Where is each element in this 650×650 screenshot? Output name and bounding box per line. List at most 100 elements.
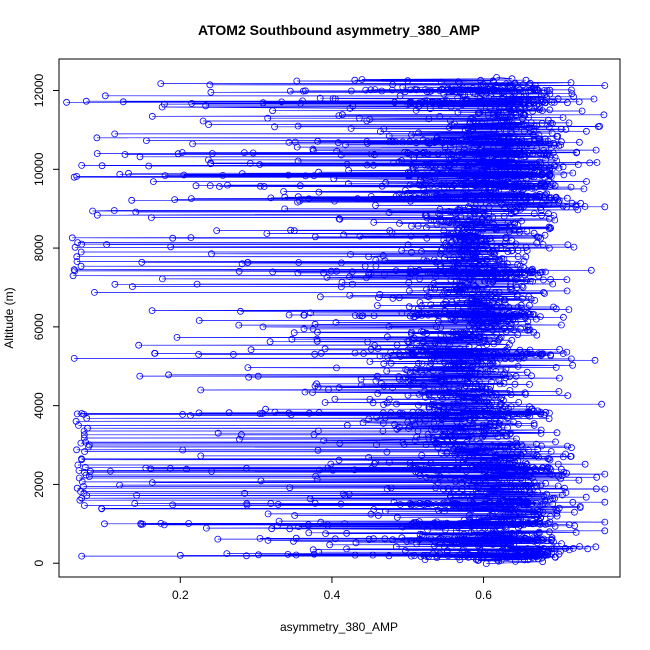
data-point — [444, 520, 452, 528]
data-point — [515, 488, 523, 496]
data-point — [468, 311, 476, 319]
data-point — [199, 117, 207, 125]
data-point — [476, 502, 484, 510]
data-point — [389, 81, 397, 88]
data-point — [405, 171, 412, 179]
data-point — [520, 122, 528, 130]
data-point — [165, 371, 173, 379]
y-tick-label: 6000 — [32, 313, 46, 340]
data-point — [311, 382, 319, 390]
data-point — [451, 466, 459, 473]
data-point — [383, 448, 391, 456]
data-point — [415, 401, 422, 409]
data-point — [427, 535, 435, 543]
data-point — [385, 459, 393, 466]
data-point — [514, 362, 522, 370]
data-point — [533, 182, 540, 190]
data-point — [475, 378, 483, 386]
data-point — [507, 127, 515, 135]
data-point — [480, 225, 488, 233]
data-point — [540, 181, 548, 189]
data-point — [512, 465, 520, 473]
data-point — [510, 464, 518, 472]
data-point — [427, 161, 435, 169]
data-point — [488, 535, 496, 543]
data-point — [535, 163, 543, 171]
data-point — [513, 353, 520, 361]
data-point — [547, 545, 555, 553]
data-point — [359, 312, 367, 319]
data-point — [76, 496, 84, 504]
data-point — [427, 310, 435, 318]
data-point — [413, 170, 421, 178]
data-point — [410, 192, 418, 200]
data-point — [536, 181, 544, 189]
data-point — [497, 173, 505, 181]
data-point — [430, 466, 438, 474]
data-point — [264, 114, 272, 122]
data-point — [411, 552, 418, 559]
data-point — [237, 431, 245, 439]
data-point — [530, 451, 537, 459]
data-point — [371, 342, 379, 349]
data-point — [568, 444, 575, 452]
data-point — [425, 88, 433, 96]
data-point — [539, 241, 547, 248]
data-point — [468, 294, 476, 302]
data-point — [530, 407, 538, 415]
data-point — [551, 216, 559, 224]
data-point — [558, 138, 565, 146]
data-point — [429, 434, 437, 442]
data-point — [522, 312, 530, 320]
data-point — [418, 302, 425, 310]
data-point — [496, 503, 504, 511]
data-point — [362, 86, 370, 94]
data-point — [450, 268, 458, 276]
data-point — [366, 116, 374, 123]
data-point — [526, 350, 534, 358]
data-point — [322, 530, 330, 537]
data-point — [526, 506, 533, 514]
data-point — [601, 82, 609, 89]
data-point — [339, 490, 347, 498]
data-point — [314, 427, 322, 435]
data-point — [545, 210, 552, 218]
data-point — [320, 269, 328, 277]
data-point — [423, 192, 431, 200]
data-point — [365, 271, 373, 279]
data-point — [430, 375, 438, 383]
data-point — [300, 325, 308, 333]
data-point — [77, 262, 85, 270]
data-point — [455, 246, 463, 254]
data-point — [490, 340, 498, 348]
data-point — [542, 479, 549, 487]
data-point — [459, 347, 467, 355]
data-point — [516, 512, 524, 520]
data-point — [435, 402, 443, 409]
data-point — [459, 329, 466, 337]
data-point — [434, 209, 442, 217]
data-point — [446, 341, 454, 349]
data-point — [483, 255, 491, 263]
data-point — [546, 518, 554, 526]
data-point — [483, 273, 491, 281]
data-point — [503, 414, 511, 422]
data-point — [524, 511, 532, 519]
data-point — [544, 464, 551, 472]
data-point — [370, 161, 377, 169]
data-point — [576, 502, 584, 510]
data-point — [535, 131, 543, 139]
data-point — [498, 535, 506, 543]
data-point — [384, 353, 392, 361]
data-point — [469, 349, 477, 357]
data-point — [451, 311, 459, 319]
data-point — [507, 403, 515, 411]
data-point — [359, 419, 367, 427]
data-point — [526, 301, 533, 309]
data-point — [496, 409, 504, 417]
data-point — [518, 304, 525, 312]
data-point — [546, 164, 554, 172]
data-point — [565, 306, 573, 314]
data-point — [478, 382, 486, 390]
data-point — [371, 86, 379, 93]
